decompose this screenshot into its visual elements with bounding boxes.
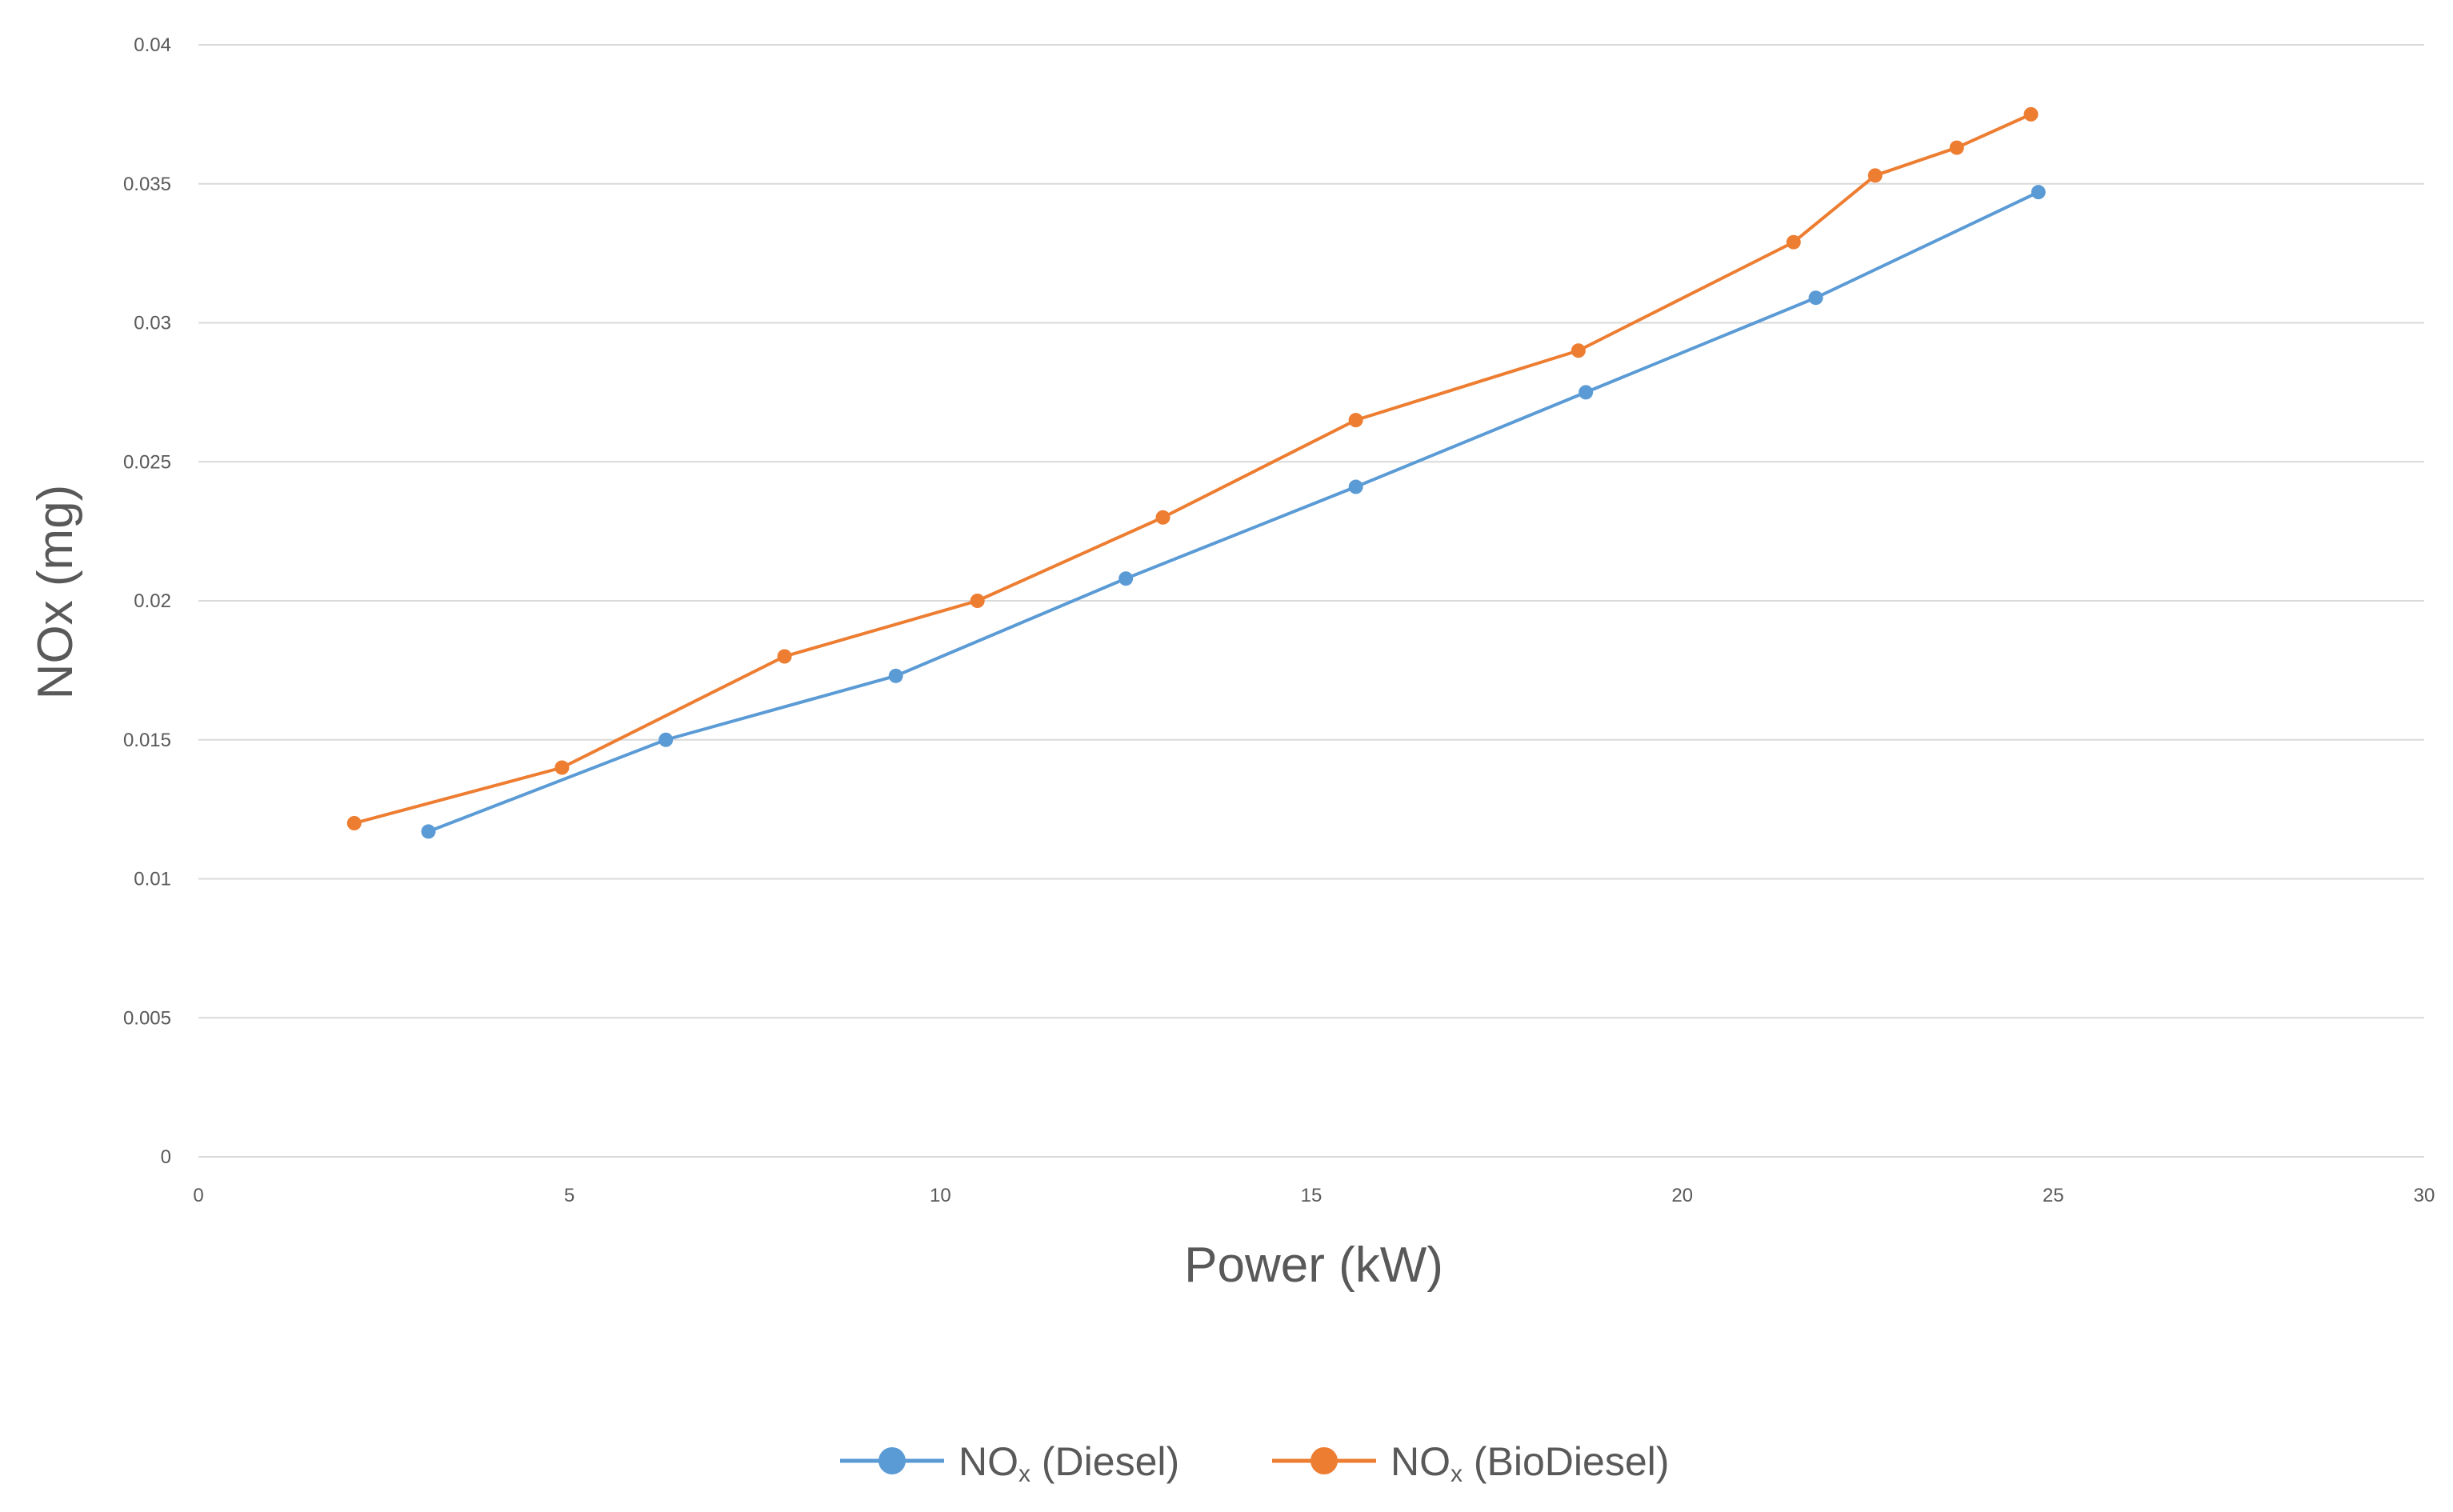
y-tick-label: 0.02: [134, 590, 171, 612]
data-point: [554, 760, 570, 775]
data-point: [970, 594, 985, 608]
data-point: [777, 649, 792, 664]
data-point: [1348, 413, 1363, 428]
data-point: [1808, 290, 1823, 306]
x-axis-tick-labels: 0 5 10 15 20 25 30: [193, 1185, 2435, 1206]
data-point: [1571, 343, 1586, 358]
x-tick-label: 5: [564, 1185, 574, 1206]
series-line: [426, 190, 2040, 834]
data-point: [1867, 168, 1883, 183]
series-1: [346, 106, 2039, 830]
data-point: [658, 732, 674, 747]
y-tick-label: 0.035: [123, 174, 171, 195]
y-tick-label: 0.03: [134, 313, 171, 334]
y-tick-label: 0: [161, 1146, 171, 1168]
data-point: [346, 816, 362, 830]
x-tick-label: 30: [2414, 1185, 2435, 1206]
x-tick-label: 15: [1301, 1185, 1323, 1206]
x-axis-title: Power (kW): [1184, 1238, 1443, 1293]
data-point: [421, 824, 436, 839]
legend-item-1: NOx (BioDiesel): [1272, 1439, 1669, 1487]
legend: NOx (Diesel) NOx (BioDiesel): [840, 1439, 1669, 1487]
data-point: [1155, 510, 1170, 525]
legend-swatch-marker: [1311, 1447, 1338, 1474]
data-point: [1579, 385, 1594, 400]
data-point: [1118, 571, 1134, 586]
x-tick-label: 0: [193, 1185, 203, 1206]
series-line: [352, 112, 2033, 825]
y-tick-label: 0.01: [134, 869, 171, 890]
data-point: [2031, 185, 2046, 200]
y-tick-label: 0.015: [123, 730, 171, 751]
y-axis-title: NOx (mg): [28, 485, 83, 700]
x-tick-label: 25: [2043, 1185, 2064, 1206]
data-point: [1786, 234, 1801, 250]
y-axis-tick-labels: 0 0.005 0.01 0.015 0.02 0.025 0.03 0.035 0.04: [123, 34, 171, 1168]
data-point: [888, 668, 903, 683]
y-tick-label: 0.04: [134, 34, 171, 56]
series-0: [421, 185, 2046, 839]
y-tick-label: 0.025: [123, 451, 171, 473]
data-point: [1949, 140, 1964, 155]
series-lines: [346, 106, 2046, 839]
legend-swatch-marker: [878, 1447, 906, 1474]
data-point: [2023, 106, 2039, 122]
x-tick-label: 10: [930, 1185, 951, 1206]
legend-label: NOx (BioDiesel): [1391, 1439, 1669, 1487]
x-tick-label: 20: [1671, 1185, 1693, 1206]
gridlines: [198, 44, 2424, 1158]
data-point: [1348, 479, 1363, 494]
y-tick-label: 0.005: [123, 1007, 171, 1029]
legend-item-0: NOx (Diesel): [840, 1439, 1179, 1487]
legend-label: NOx (Diesel): [958, 1439, 1179, 1487]
